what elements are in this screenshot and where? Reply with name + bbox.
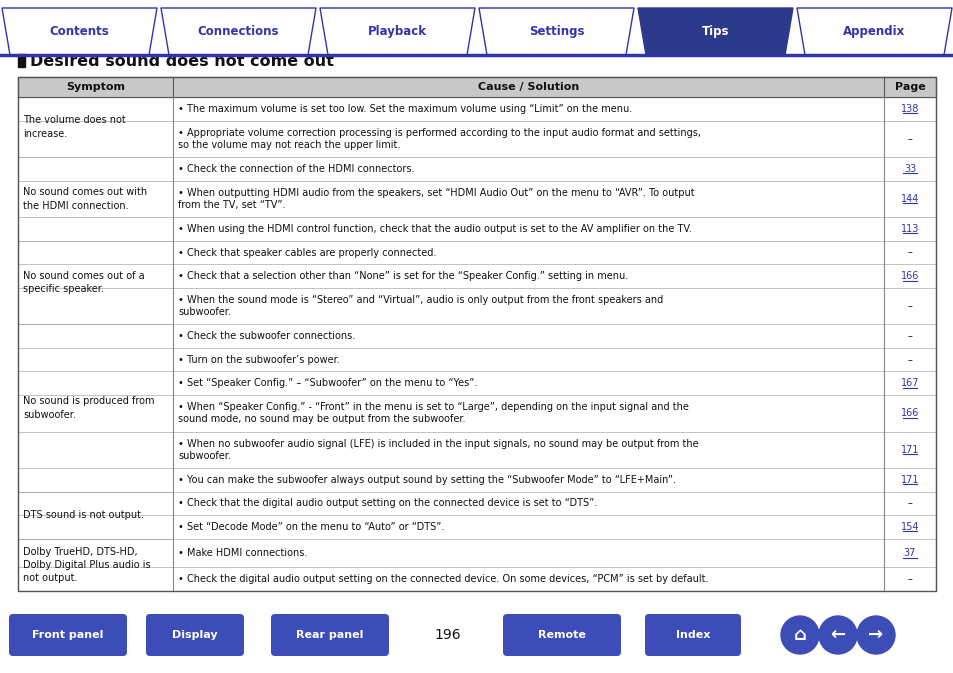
Text: • Turn on the subwoofer’s power.: • Turn on the subwoofer’s power.	[178, 355, 339, 365]
Text: Connections: Connections	[197, 25, 279, 38]
Text: Playback: Playback	[368, 25, 427, 38]
Bar	[18, 77, 935, 591]
Text: ⌂: ⌂	[793, 626, 805, 644]
Bar	[18, 180, 935, 217]
Bar	[18, 77, 935, 97]
Text: 166: 166	[900, 271, 919, 281]
Text: • Check the subwoofer connections.: • Check the subwoofer connections.	[178, 331, 355, 341]
Polygon shape	[478, 8, 634, 55]
Text: • Check the digital audio output setting on the connected device. On some device: • Check the digital audio output setting…	[178, 574, 708, 584]
Bar	[18, 395, 935, 431]
Text: • Check the connection of the HDMI connectors.: • Check the connection of the HDMI conne…	[178, 164, 414, 174]
Bar	[18, 157, 935, 180]
Text: Dolby TrueHD, DTS-HD,
Dolby Digital Plus audio is
not output.: Dolby TrueHD, DTS-HD, Dolby Digital Plus…	[23, 546, 151, 583]
Text: 171: 171	[900, 475, 919, 485]
Text: –: –	[906, 574, 911, 584]
Bar	[18, 120, 935, 157]
Bar	[18, 431, 935, 468]
Text: 167: 167	[900, 378, 919, 388]
Bar	[18, 324, 935, 348]
Text: Desired sound does not come out: Desired sound does not come out	[30, 53, 334, 69]
Text: ←: ←	[829, 626, 844, 644]
Text: –: –	[906, 134, 911, 144]
Text: –: –	[906, 499, 911, 508]
Text: • Make HDMI connections.: • Make HDMI connections.	[178, 548, 307, 558]
Text: No sound comes out of a
specific speaker.: No sound comes out of a specific speaker…	[23, 271, 145, 294]
Text: • Set “Speaker Config.” – “Subwoofer” on the menu to “Yes”.: • Set “Speaker Config.” – “Subwoofer” on…	[178, 378, 476, 388]
Bar	[18, 264, 935, 288]
Text: →: →	[867, 626, 882, 644]
Bar	[18, 217, 935, 241]
Polygon shape	[161, 8, 315, 55]
Text: Contents: Contents	[50, 25, 110, 38]
Polygon shape	[638, 8, 792, 55]
Text: • When using the HDMI control function, check that the audio output is set to th: • When using the HDMI control function, …	[178, 224, 691, 234]
Text: 113: 113	[900, 224, 919, 234]
Polygon shape	[319, 8, 475, 55]
Text: • Set “Decode Mode” on the menu to “Auto” or “DTS”.: • Set “Decode Mode” on the menu to “Auto…	[178, 522, 444, 532]
Text: Front panel: Front panel	[32, 630, 104, 640]
Text: –: –	[906, 301, 911, 311]
Text: –: –	[906, 331, 911, 341]
Bar	[18, 516, 935, 538]
Text: –: –	[906, 248, 911, 258]
Bar	[18, 371, 935, 395]
FancyBboxPatch shape	[271, 614, 389, 656]
Text: Settings: Settings	[528, 25, 583, 38]
Text: 171: 171	[900, 445, 919, 455]
Text: Display: Display	[172, 630, 217, 640]
Text: • Check that the digital audio output setting on the connected device is set to : • Check that the digital audio output se…	[178, 499, 597, 508]
Circle shape	[818, 616, 856, 654]
Text: Page: Page	[894, 82, 924, 92]
Bar	[18, 97, 935, 120]
Text: 154: 154	[900, 522, 919, 532]
Text: The volume does not
increase.: The volume does not increase.	[23, 116, 126, 139]
Bar	[18, 492, 935, 516]
Text: Cause / Solution: Cause / Solution	[477, 82, 578, 92]
Text: • When “Speaker Config.” - “Front” in the menu is set to “Large”, depending on t: • When “Speaker Config.” - “Front” in th…	[178, 402, 688, 425]
Bar	[18, 54, 25, 67]
Text: Appendix: Appendix	[842, 25, 904, 38]
FancyBboxPatch shape	[502, 614, 620, 656]
Text: No sound comes out with
the HDMI connection.: No sound comes out with the HDMI connect…	[23, 187, 147, 211]
Text: Tips: Tips	[701, 25, 728, 38]
Text: • When the sound mode is “Stereo” and “Virtual”, audio is only output from the f: • When the sound mode is “Stereo” and “V…	[178, 295, 662, 317]
Text: • Check that speaker cables are properly connected.: • Check that speaker cables are properly…	[178, 248, 436, 258]
Text: 33: 33	[902, 164, 915, 174]
Text: • Appropriate volume correction processing is performed according to the input a: • Appropriate volume correction processi…	[178, 128, 700, 150]
Text: • Check that a selection other than “None” is set for the “Speaker Config.” sett: • Check that a selection other than “Non…	[178, 271, 628, 281]
Circle shape	[856, 616, 894, 654]
Text: 144: 144	[900, 194, 919, 204]
Text: 138: 138	[900, 104, 919, 114]
Bar	[18, 348, 935, 371]
Bar	[18, 538, 935, 567]
Circle shape	[781, 616, 818, 654]
Text: • You can make the subwoofer always output sound by setting the “Subwoofer Mode”: • You can make the subwoofer always outp…	[178, 475, 676, 485]
Text: 166: 166	[900, 409, 919, 418]
Text: 196: 196	[435, 628, 461, 642]
Text: No sound is produced from
subwoofer.: No sound is produced from subwoofer.	[23, 396, 154, 420]
Polygon shape	[2, 8, 157, 55]
Text: Remote: Remote	[537, 630, 585, 640]
Bar	[18, 241, 935, 264]
Polygon shape	[796, 8, 951, 55]
Text: –: –	[906, 355, 911, 365]
Text: • When no subwoofer audio signal (LFE) is included in the input signals, no soun: • When no subwoofer audio signal (LFE) i…	[178, 439, 698, 461]
FancyBboxPatch shape	[146, 614, 244, 656]
FancyBboxPatch shape	[644, 614, 740, 656]
Text: DTS sound is not output.: DTS sound is not output.	[23, 510, 144, 520]
Bar	[18, 567, 935, 591]
Text: • The maximum volume is set too low. Set the maximum volume using “Limit” on the: • The maximum volume is set too low. Set…	[178, 104, 632, 114]
Text: Rear panel: Rear panel	[296, 630, 363, 640]
Text: Symptom: Symptom	[66, 82, 125, 92]
FancyBboxPatch shape	[9, 614, 127, 656]
Text: 37: 37	[902, 548, 915, 558]
Text: • When outputting HDMI audio from the speakers, set “HDMI Audio Out” on the menu: • When outputting HDMI audio from the sp…	[178, 188, 694, 210]
Bar	[18, 468, 935, 492]
Text: Index: Index	[675, 630, 709, 640]
Bar	[18, 288, 935, 324]
